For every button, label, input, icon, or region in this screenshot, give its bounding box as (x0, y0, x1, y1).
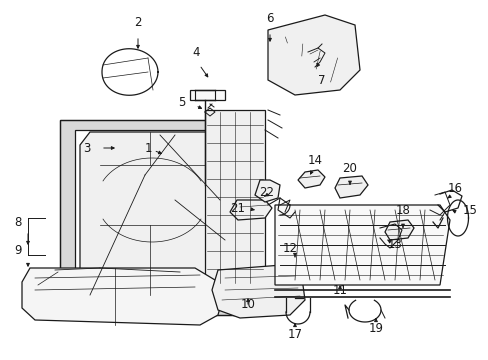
Polygon shape (229, 200, 271, 220)
Text: 19: 19 (368, 321, 383, 334)
Text: 14: 14 (307, 153, 322, 166)
Polygon shape (22, 268, 222, 325)
Polygon shape (204, 110, 264, 285)
Text: 21: 21 (230, 202, 245, 215)
Text: 2: 2 (134, 15, 142, 28)
Text: 6: 6 (265, 12, 273, 24)
Text: 13: 13 (387, 238, 402, 252)
Text: 18: 18 (395, 203, 409, 216)
Text: 10: 10 (240, 298, 255, 311)
Text: 7: 7 (318, 73, 325, 86)
Text: 11: 11 (332, 284, 347, 297)
Text: 16: 16 (447, 181, 462, 194)
Polygon shape (297, 170, 325, 188)
Text: 1: 1 (144, 141, 151, 154)
Polygon shape (212, 265, 305, 318)
Polygon shape (334, 176, 367, 198)
Text: 20: 20 (342, 162, 357, 175)
Polygon shape (190, 90, 224, 100)
Text: 8: 8 (14, 216, 21, 229)
Text: 15: 15 (462, 203, 476, 216)
Polygon shape (254, 180, 280, 202)
Polygon shape (80, 132, 224, 300)
Text: 3: 3 (83, 141, 90, 154)
Polygon shape (267, 15, 359, 95)
Text: 22: 22 (259, 185, 274, 198)
Polygon shape (384, 220, 413, 240)
Polygon shape (60, 120, 235, 315)
Text: 12: 12 (282, 242, 297, 255)
Text: 5: 5 (178, 96, 185, 109)
Text: 17: 17 (287, 328, 302, 342)
Polygon shape (75, 130, 224, 305)
Text: 9: 9 (14, 243, 21, 256)
Text: 4: 4 (192, 45, 199, 58)
Polygon shape (274, 205, 449, 285)
